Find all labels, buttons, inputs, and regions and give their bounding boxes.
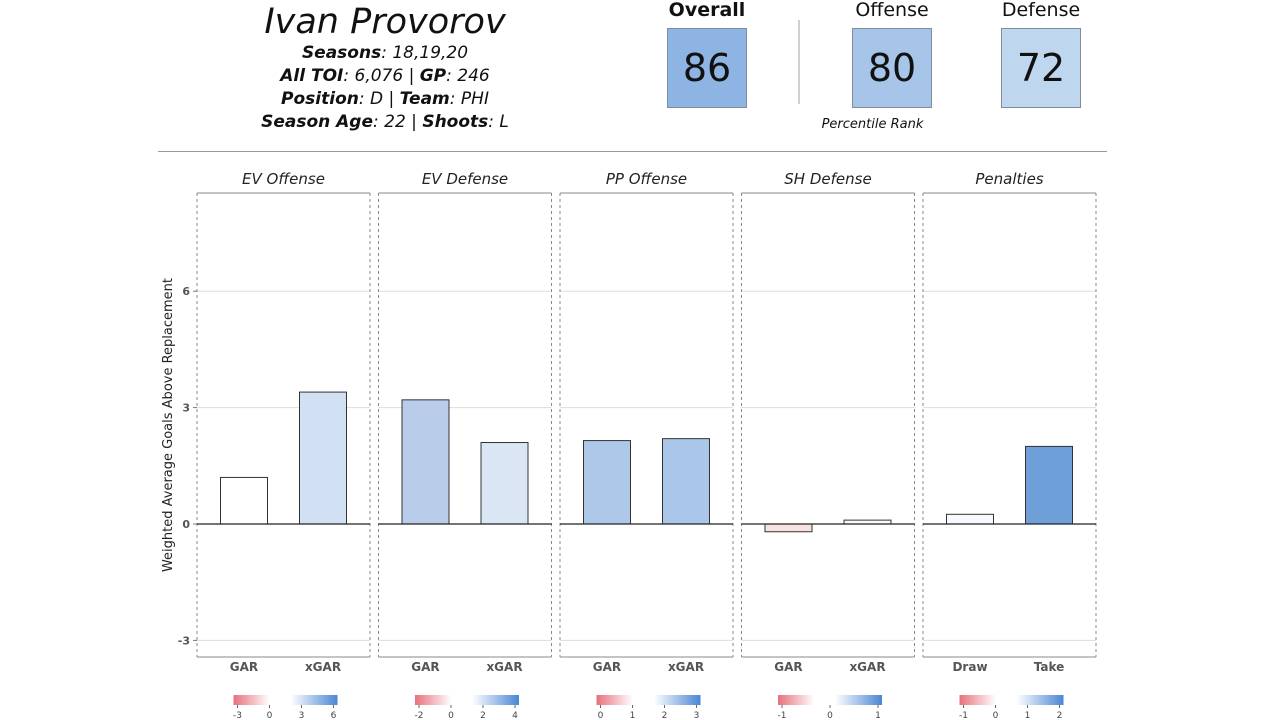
shoots-value: L [499,112,509,132]
color-legend-bar [415,695,519,705]
y-axis-label: Weighted Average Goals Above Replacement [161,278,176,572]
panel-title: SH Defense [784,170,871,188]
x-tick-label: xGAR [486,660,522,674]
color-legend-bar [959,695,1064,705]
x-tick-label: GAR [411,660,439,674]
bar [220,476,268,525]
percentile-caption: Percentile Rank [821,117,924,132]
position-label: Position [281,89,359,109]
x-tick-label: xGAR [668,660,704,674]
color-legend-label: 3 [694,711,700,720]
gp-label: GP [419,66,447,86]
seasons-value: 18,19,20 [392,43,469,63]
y-tick-label: 0 [182,518,190,531]
gp-value: 246 [457,66,490,86]
position-value: D [370,89,384,109]
color-legend-label: 0 [267,711,273,720]
player-card: Ivan Provorov Seasons: 18,19,20 All TOI:… [240,0,530,134]
age-shoots-line: Season Age: 22 | Shoots: L [261,112,509,132]
color-legend-label: -1 [778,711,787,720]
y-tick-label: 3 [182,402,190,415]
panel-title: Penalties [975,170,1043,188]
panel-title: EV Defense [422,170,508,188]
color-legend-label: 0 [827,711,833,720]
offense-score: Offense 80 [842,0,942,108]
x-tick-label: xGAR [849,660,885,674]
color-legend-label: 3 [299,711,305,720]
color-legend-label: 2 [480,711,486,720]
color-legend-bar [233,695,338,705]
color-legend-label: 2 [662,711,668,720]
overall-score: Overall 86 [657,0,757,108]
color-legend-label: 0 [993,711,999,720]
color-legend-bar [778,695,882,705]
x-tick-label: Draw [952,660,987,674]
shoots-label: Shoots [422,112,489,132]
x-tick-label: xGAR [305,660,341,674]
seasons-line: Seasons: 18,19,20 [301,43,469,63]
x-tick-label: GAR [230,660,258,674]
color-legend-label: -2 [415,711,424,720]
age-label: Season Age [261,112,373,132]
offense-label: Offense [855,0,929,21]
toi-label: All TOI [280,66,344,86]
color-legend-label: 1 [1025,711,1031,720]
toi-gp-line: All TOI: 6,076 | GP: 246 [280,66,490,86]
toi-value: 6,076 [354,66,404,86]
color-legend-label: 4 [512,711,518,720]
color-legend-label: -3 [233,711,242,720]
panel-title: EV Offense [242,170,325,188]
color-legend-label: 6 [331,711,337,720]
team-label: Team [399,89,450,109]
color-legend-label: 0 [598,711,604,720]
x-tick-label: Take [1034,660,1065,674]
panel-title: PP Offense [606,170,687,188]
player-name: Ivan Provorov [264,2,506,42]
defense-value-box: 72 [1001,28,1081,108]
bar [480,442,529,525]
header-divider [158,151,1107,152]
bar [299,391,347,525]
defense-label: Defense [1001,0,1081,21]
color-legend-bar [596,695,701,705]
y-tick-label: -3 [178,634,190,647]
age-value: 22 [384,112,406,132]
y-tick-label: 6 [182,285,190,298]
color-legend-label: 1 [875,711,881,720]
x-tick-label: GAR [774,660,802,674]
team-value: PHI [460,89,489,109]
defense-score: Defense 72 [991,0,1091,108]
color-legend-label: 1 [630,711,636,720]
color-legend-label: 2 [1057,711,1063,720]
color-legend-label: -1 [959,711,968,720]
overall-label: Overall [668,0,746,21]
offense-value-box: 80 [852,28,932,108]
x-tick-label: GAR [593,660,621,674]
bar [1025,445,1073,525]
score-divider [798,20,800,104]
seasons-label: Seasons [301,43,382,63]
bar [946,513,994,525]
bar [662,438,710,525]
bar [401,399,450,525]
bar [583,440,631,525]
position-team-line: Position: D | Team: PHI [281,89,489,109]
color-legend-label: 0 [448,711,454,720]
bar [764,523,813,533]
overall-value-box: 86 [667,28,747,108]
